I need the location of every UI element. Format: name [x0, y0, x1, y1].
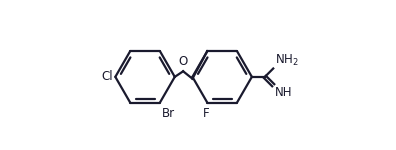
Text: NH$_2$: NH$_2$	[275, 52, 299, 68]
Text: Cl: Cl	[101, 70, 112, 83]
Text: O: O	[179, 56, 188, 69]
Text: NH: NH	[275, 86, 292, 99]
Text: F: F	[203, 107, 209, 120]
Text: Br: Br	[162, 107, 175, 120]
